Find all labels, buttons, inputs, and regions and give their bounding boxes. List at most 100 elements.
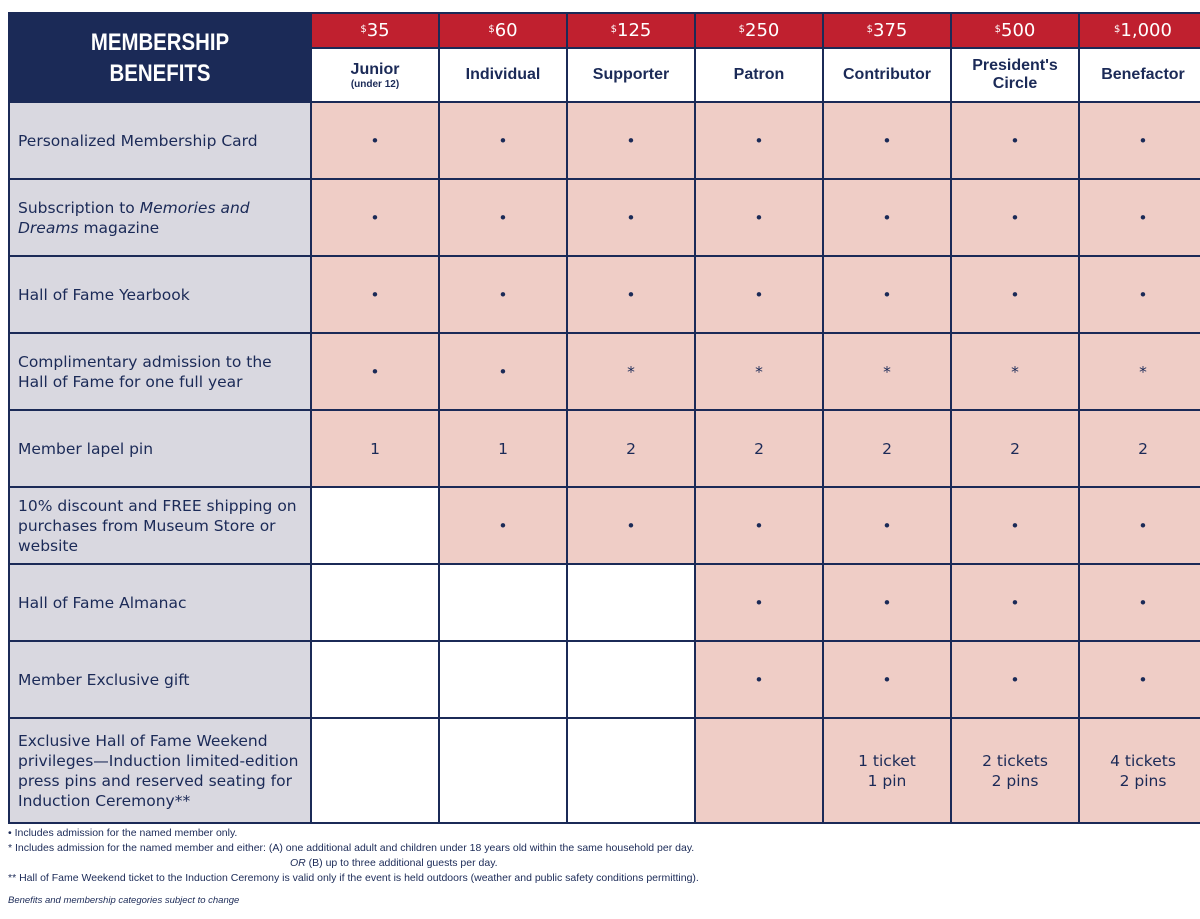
tier-price: $250 bbox=[696, 14, 822, 47]
benefit-text: Complimentary admission to the Hall of F… bbox=[18, 352, 302, 392]
price-value: 250 bbox=[745, 20, 780, 41]
title-line: BENEFITS bbox=[109, 59, 211, 87]
membership-benefits-table: MEMBERSHIP BENEFITS $35 Junior (under 12) $6… bbox=[8, 12, 1200, 824]
benefit-cell: • bbox=[952, 103, 1078, 178]
benefit-cell bbox=[696, 719, 822, 822]
benefit-label: Complimentary admission to the Hall of F… bbox=[10, 334, 310, 409]
benefit-cell: • bbox=[568, 180, 694, 255]
benefit-label: Member lapel pin bbox=[10, 411, 310, 486]
benefit-cell: • bbox=[824, 642, 950, 717]
benefit-cell bbox=[568, 565, 694, 640]
benefit-cell: • bbox=[312, 257, 438, 332]
benefit-text-part: Hall of Fame Yearbook bbox=[18, 285, 190, 304]
benefit-cell: • bbox=[568, 257, 694, 332]
footnotes: • Includes admission for the named membe… bbox=[8, 826, 699, 908]
benefit-text: Exclusive Hall of Fame Weekend privilege… bbox=[18, 731, 302, 811]
tier-price: $125 bbox=[568, 14, 694, 47]
benefit-cell: • bbox=[696, 257, 822, 332]
benefit-cell: • bbox=[1080, 180, 1200, 255]
benefit-cell: • bbox=[312, 334, 438, 409]
benefit-cell: • bbox=[696, 488, 822, 563]
tier-price: $500 bbox=[952, 14, 1078, 47]
table-title: MEMBERSHIP BENEFITS bbox=[32, 14, 288, 101]
title-line: MEMBERSHIP bbox=[90, 28, 230, 56]
tier-name-cell: Supporter bbox=[568, 49, 694, 101]
benefit-label: 10% discount and FREE shipping on purcha… bbox=[10, 488, 310, 563]
tier-name: Junior bbox=[350, 60, 400, 78]
benefit-cell: • bbox=[1080, 565, 1200, 640]
tier-name: Benefactor bbox=[1101, 66, 1185, 83]
footnote-star-option-b: OR (B) up to three additional guests per… bbox=[8, 856, 699, 871]
benefit-cell: • bbox=[1080, 103, 1200, 178]
tier-name-cell: Contributor bbox=[824, 49, 950, 101]
benefit-cell bbox=[312, 719, 438, 822]
benefit-cell: 2 tickets 2 pins bbox=[952, 719, 1078, 822]
benefit-cell bbox=[312, 488, 438, 563]
benefit-cell: • bbox=[952, 257, 1078, 332]
tier-name-cell: President's Circle bbox=[952, 49, 1078, 101]
benefit-cell: • bbox=[1080, 257, 1200, 332]
benefit-cell: 1 bbox=[312, 411, 438, 486]
or-text: OR bbox=[290, 857, 306, 869]
benefit-text: Personalized Membership Card bbox=[18, 131, 258, 151]
benefit-label: Personalized Membership Card bbox=[10, 103, 310, 178]
currency-symbol: $ bbox=[866, 24, 873, 35]
price-value: 375 bbox=[873, 20, 908, 41]
benefit-cell: • bbox=[696, 565, 822, 640]
tier-price: $35 bbox=[312, 14, 438, 47]
benefit-cell: 2 bbox=[696, 411, 822, 486]
benefit-cell: 4 tickets 2 pins bbox=[1080, 719, 1200, 822]
benefit-text: 10% discount and FREE shipping on purcha… bbox=[18, 496, 302, 556]
price-value: 125 bbox=[617, 20, 652, 41]
benefit-cell: • bbox=[568, 488, 694, 563]
benefit-label: Hall of Fame Almanac bbox=[10, 565, 310, 640]
benefit-text-part: Member lapel pin bbox=[18, 439, 154, 458]
tier-subtitle: (under 12) bbox=[350, 78, 400, 90]
benefit-cell: * bbox=[568, 334, 694, 409]
tier-name: Supporter bbox=[592, 66, 670, 83]
benefit-cell: • bbox=[440, 257, 566, 332]
benefit-text-part: Personalized Membership Card bbox=[18, 131, 258, 150]
currency-symbol: $ bbox=[1114, 24, 1121, 35]
benefit-text: Hall of Fame Yearbook bbox=[18, 285, 190, 305]
benefit-cell: • bbox=[824, 565, 950, 640]
benefit-cell bbox=[312, 642, 438, 717]
benefit-label: Exclusive Hall of Fame Weekend privilege… bbox=[10, 719, 310, 822]
benefit-cell: • bbox=[568, 103, 694, 178]
benefit-cell: * bbox=[696, 334, 822, 409]
currency-symbol: $ bbox=[994, 24, 1001, 35]
currency-symbol: $ bbox=[610, 24, 617, 35]
benefit-cell: • bbox=[696, 180, 822, 255]
benefit-cell: * bbox=[1080, 334, 1200, 409]
benefit-cell: * bbox=[952, 334, 1078, 409]
benefit-cell: • bbox=[440, 180, 566, 255]
benefit-label: Member Exclusive gift bbox=[10, 642, 310, 717]
benefit-cell: 1 ticket 1 pin bbox=[824, 719, 950, 822]
benefit-cell bbox=[440, 565, 566, 640]
benefit-cell: • bbox=[824, 257, 950, 332]
tier-name-cell: Patron bbox=[696, 49, 822, 101]
benefit-text-part: magazine bbox=[78, 218, 160, 237]
benefit-cell: 1 bbox=[440, 411, 566, 486]
benefit-text: Hall of Fame Almanac bbox=[18, 593, 186, 613]
option-b-text: (B) up to three additional guests per da… bbox=[305, 857, 498, 869]
benefit-cell bbox=[568, 719, 694, 822]
benefit-label: Hall of Fame Yearbook bbox=[10, 257, 310, 332]
benefit-cell: • bbox=[440, 334, 566, 409]
tier-price: $60 bbox=[440, 14, 566, 47]
benefit-cell: • bbox=[440, 488, 566, 563]
benefit-text-part: Subscription to bbox=[18, 198, 140, 217]
benefit-cell: • bbox=[696, 103, 822, 178]
benefit-cell: • bbox=[1080, 488, 1200, 563]
tier-name: Contributor bbox=[843, 66, 931, 83]
price-value: 1,000 bbox=[1120, 20, 1172, 41]
benefit-cell bbox=[440, 642, 566, 717]
tier-name-cell: Individual bbox=[440, 49, 566, 101]
benefit-cell bbox=[312, 565, 438, 640]
benefit-cell: • bbox=[952, 642, 1078, 717]
benefit-cell: 2 bbox=[952, 411, 1078, 486]
benefit-text: Member Exclusive gift bbox=[18, 670, 189, 690]
footnote-double-star: ** Hall of Fame Weekend ticket to the In… bbox=[8, 872, 699, 884]
tier-name-cell: Benefactor bbox=[1080, 49, 1200, 101]
benefit-cell: • bbox=[312, 103, 438, 178]
